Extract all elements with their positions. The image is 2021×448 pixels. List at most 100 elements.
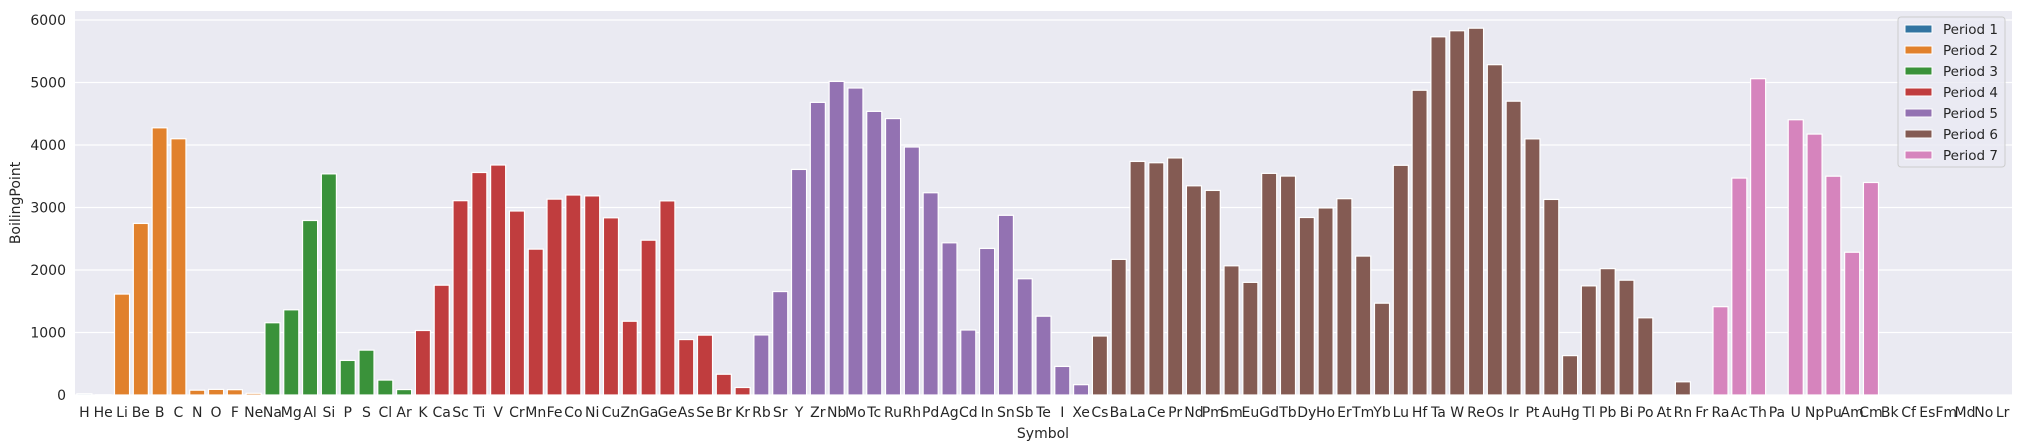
bar-Rh: [903, 146, 920, 396]
x-tick-label: Li: [116, 405, 128, 421]
bar-Se: [696, 334, 714, 396]
x-tick-label: Cu: [602, 405, 621, 421]
x-tick-label: Mn: [525, 405, 546, 421]
bar-Xe: [1072, 384, 1090, 396]
bar-Ac: [1731, 177, 1748, 396]
x-tick-label: C: [174, 405, 184, 421]
x-tick-label: Ce: [1147, 405, 1165, 421]
x-tick-label: Yb: [1372, 405, 1391, 421]
bar-Ru: [884, 117, 902, 396]
bar-Ar: [395, 388, 413, 396]
x-tick-label: Ni: [585, 405, 599, 421]
y-axis-label: BoilingPoint: [8, 161, 24, 244]
bar-Sb: [1016, 278, 1033, 396]
x-tick-label: Zn: [621, 405, 639, 421]
bar-Ra: [1712, 306, 1729, 396]
x-tick-label: Br: [716, 405, 732, 421]
x-tick-label: Cs: [1091, 405, 1108, 421]
bar-Sr: [772, 290, 789, 396]
bar-Ca: [433, 284, 450, 396]
bar-Au: [1543, 198, 1560, 396]
legend-swatch-period-2: [1904, 45, 1933, 55]
x-tick-label: I: [1060, 405, 1064, 421]
bar-Os: [1486, 64, 1503, 396]
bar-Gd: [1261, 172, 1278, 396]
bar-Br: [715, 373, 732, 396]
x-tick-label: Nb: [827, 405, 846, 421]
x-tick-label: K: [418, 405, 428, 421]
bar-Co: [565, 194, 582, 396]
bar-P: [339, 359, 356, 396]
bar-Ge: [659, 200, 676, 396]
y-tick-label: 3000: [30, 201, 66, 217]
x-tick-label: Y: [794, 405, 804, 421]
bar-O: [207, 388, 225, 396]
x-tick-label: Es: [1919, 405, 1935, 421]
x-tick-label: Ru: [884, 405, 902, 421]
bar-Zr: [809, 101, 826, 396]
bar-Ce: [1148, 162, 1165, 396]
x-tick-label: Si: [322, 405, 335, 421]
x-tick-label: Th: [1748, 405, 1766, 421]
x-tick-label: Cf: [1901, 405, 1917, 421]
legend-swatch-period-1: [1904, 24, 1933, 34]
x-tick-label: Pd: [922, 405, 939, 421]
x-axis-label: Symbol: [1017, 426, 1069, 442]
bar-Pt: [1524, 138, 1541, 396]
bar-Sm: [1223, 265, 1240, 396]
bar-Lu: [1392, 164, 1409, 396]
x-tick-label: Ga: [639, 405, 658, 421]
bar-Po: [1637, 317, 1654, 396]
x-tick-label: Ir: [1509, 405, 1519, 421]
bar-W: [1449, 30, 1466, 396]
x-tick-label: Ac: [1731, 405, 1748, 421]
x-tick-label: Lu: [1393, 405, 1409, 421]
x-tick-label: Fm: [1935, 405, 1957, 421]
bar-As: [678, 338, 695, 396]
bar-Er: [1336, 198, 1353, 396]
bar-Ni: [584, 195, 601, 396]
x-tick-label: Fr: [1695, 405, 1708, 421]
legend-swatch-period-7: [1904, 150, 1933, 160]
y-tick-label: 1000: [30, 326, 66, 342]
bar-Hg: [1561, 355, 1579, 396]
x-tick-label: Hf: [1412, 405, 1429, 421]
x-tick-label: Sn: [997, 405, 1015, 421]
bar-Cm: [1862, 181, 1880, 396]
x-tick-label: Cd: [959, 405, 978, 421]
x-tick-label: Am: [1841, 405, 1864, 421]
bar-La: [1129, 160, 1146, 396]
bar-Nb: [828, 80, 845, 396]
x-tick-label: Na: [263, 405, 282, 421]
bar-Cu: [602, 217, 620, 396]
x-tick-label: Rb: [752, 405, 771, 421]
bar-Zn: [621, 320, 638, 396]
bar-Tb: [1279, 175, 1297, 396]
legend-label: Period 4: [1943, 85, 1998, 101]
bar-Eu: [1242, 281, 1259, 396]
bar-Cr: [508, 210, 526, 396]
bar-Am: [1844, 251, 1861, 396]
bar-Ta: [1430, 36, 1447, 396]
bar-Tl: [1580, 285, 1597, 396]
bar-Ne: [245, 392, 262, 396]
bar-S: [358, 349, 375, 396]
y-tick-label: 5000: [30, 76, 66, 92]
bar-Yb: [1373, 302, 1391, 396]
x-tick-label: Ba: [1110, 405, 1128, 421]
bar-Ga: [640, 239, 657, 396]
x-tick-label: Os: [1486, 405, 1504, 421]
x-tick-label: He: [94, 405, 113, 421]
bar-Ho: [1317, 207, 1334, 396]
legend-swatch-period-5: [1904, 108, 1933, 118]
legend-label: Period 1: [1943, 22, 1998, 38]
bar-Tc: [866, 110, 883, 396]
bar-F: [226, 389, 243, 396]
x-tick-label: Zr: [810, 405, 826, 421]
bar-Nd: [1185, 185, 1203, 396]
x-tick-label: Xe: [1072, 405, 1090, 421]
x-tick-label: Cr: [509, 405, 525, 421]
bar-Th: [1749, 78, 1767, 396]
bar-Ti: [471, 171, 488, 396]
bar-Si: [320, 173, 338, 396]
